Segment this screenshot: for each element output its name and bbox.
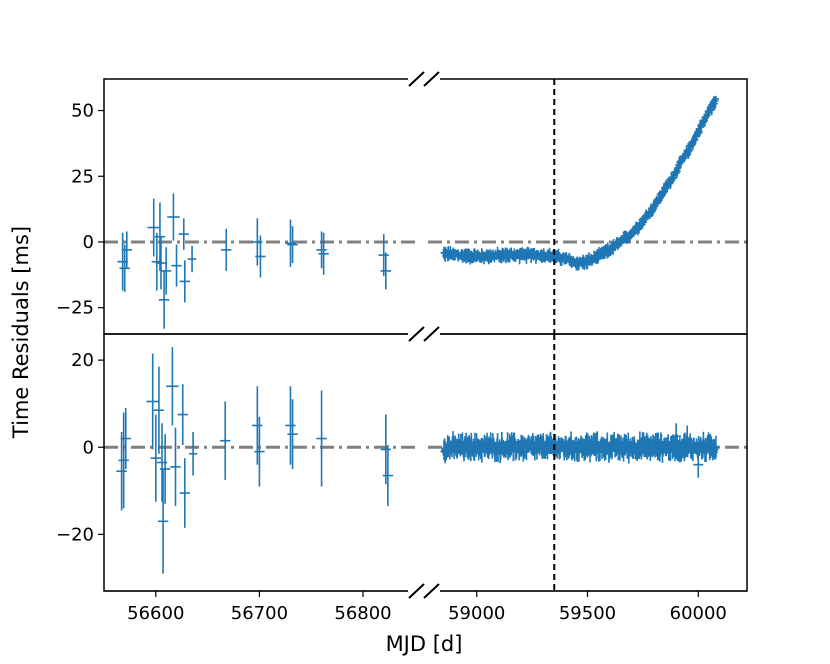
data-point <box>179 260 190 303</box>
data-point <box>160 247 172 295</box>
data-point <box>170 427 181 507</box>
data-point <box>255 235 266 278</box>
late-data-series <box>440 95 719 271</box>
data-point <box>316 390 327 487</box>
data-point <box>157 469 169 574</box>
data-point <box>178 218 189 250</box>
data-point <box>221 228 232 271</box>
data-point <box>287 226 298 264</box>
y-tick-label: 0 <box>83 437 94 458</box>
data-point <box>179 458 190 528</box>
axis-break-gap <box>420 80 428 333</box>
data-point <box>147 198 160 257</box>
data-point <box>254 416 265 487</box>
y-tick-label: 25 <box>71 166 94 187</box>
data-point <box>252 386 263 465</box>
data-point <box>285 386 296 465</box>
data-point <box>220 401 231 480</box>
data-point <box>120 408 131 470</box>
axis-break-gap <box>420 335 428 590</box>
data-point <box>171 244 182 287</box>
axis-break-mark <box>423 326 440 342</box>
plot-area <box>104 95 747 329</box>
x-axis-label: MJD [d] <box>386 632 463 656</box>
data-point <box>318 232 329 275</box>
axis-break-mark <box>423 583 440 599</box>
data-point <box>316 231 327 269</box>
data-point <box>177 384 188 446</box>
break-mark-backing <box>408 326 440 342</box>
axis-break-mark <box>408 71 425 87</box>
data-point <box>116 432 127 511</box>
data-point <box>285 219 296 267</box>
x-tick-label: 60000 <box>670 603 727 624</box>
data-point <box>166 347 179 426</box>
data-point <box>146 353 159 450</box>
axis-break-mark <box>408 583 425 599</box>
axis-break-mark <box>423 71 440 87</box>
shared-axes: 56600 56700 56800 59000 59500 60000 <box>104 583 747 624</box>
data-point <box>380 414 391 485</box>
data-point <box>382 445 394 507</box>
break-mark-backing <box>408 583 440 599</box>
y-tick-label: 0 <box>83 232 94 253</box>
data-point <box>154 202 166 271</box>
y-tick-label: 50 <box>71 101 94 122</box>
break-mark-backing <box>408 71 440 87</box>
data-point <box>118 412 129 509</box>
data-point <box>153 366 165 454</box>
data-point <box>187 245 197 273</box>
x-tick-label: 56700 <box>231 603 288 624</box>
data-point <box>158 270 170 329</box>
y-tick-label: −25 <box>56 298 94 319</box>
data-point <box>150 414 161 502</box>
plot-area <box>104 347 747 574</box>
postfit-residuals-panel: −20 0 20 <box>56 326 748 592</box>
axis-break-mark <box>408 326 425 342</box>
data-point <box>155 236 167 290</box>
data-point <box>119 244 130 292</box>
data-point <box>380 252 391 290</box>
data-point <box>121 231 132 269</box>
data-point <box>159 434 171 504</box>
prefit-residuals-panel: −25 0 25 50 <box>56 71 748 335</box>
data-point <box>378 234 389 277</box>
y-axis-label: Time Residuals [ms] <box>9 226 33 439</box>
x-tick-label: 59000 <box>448 603 505 624</box>
y-tick-label: −20 <box>56 524 94 545</box>
data-point <box>167 193 180 241</box>
x-tick-label: 59500 <box>559 603 616 624</box>
data-point <box>287 399 298 470</box>
data-point <box>188 432 198 476</box>
x-tick-label: 56600 <box>127 603 184 624</box>
late-data-series <box>440 423 719 478</box>
y-tick-label: 20 <box>71 350 94 371</box>
x-tick-label: 56800 <box>334 603 391 624</box>
